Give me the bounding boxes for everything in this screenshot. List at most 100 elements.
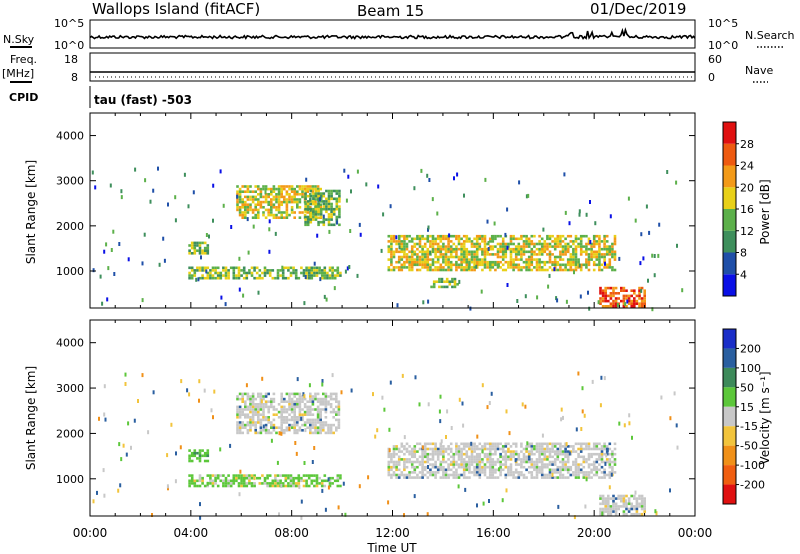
data-cell <box>293 421 296 424</box>
data-cell <box>301 190 304 193</box>
noise-right-tick-bottom: 10^0 <box>708 39 738 52</box>
data-cell <box>329 431 333 435</box>
data-cell <box>535 253 539 256</box>
data-cell <box>248 482 251 485</box>
data-cell <box>276 276 280 280</box>
data-cell <box>577 266 580 269</box>
freq-right-tick-bottom: 0 <box>708 71 715 84</box>
data-cell <box>483 258 487 261</box>
data-cell <box>418 471 422 474</box>
data-cell <box>592 240 596 243</box>
data-cell <box>452 242 456 246</box>
data-cell <box>600 455 604 459</box>
data-cell <box>620 499 623 503</box>
data-cell <box>546 237 549 241</box>
data-cell <box>590 463 593 466</box>
data-cell <box>423 460 427 464</box>
data-cell <box>395 476 398 479</box>
data-cell <box>566 263 570 267</box>
sparse-echo <box>219 169 222 174</box>
data-cell <box>190 454 194 458</box>
data-cell <box>577 245 580 248</box>
data-cell <box>638 286 641 290</box>
data-cell <box>224 271 228 275</box>
data-cell <box>429 447 432 451</box>
data-cell <box>577 465 580 469</box>
data-cell <box>483 253 487 256</box>
sparse-echo <box>113 272 116 276</box>
data-cell <box>561 460 565 464</box>
data-cell <box>460 455 463 459</box>
data-cell <box>303 185 307 188</box>
data-cell <box>283 405 286 409</box>
data-cell <box>408 250 411 254</box>
data-cell <box>214 269 217 272</box>
sparse-echo <box>381 395 384 400</box>
data-cell <box>302 271 306 275</box>
data-cell <box>640 305 644 308</box>
data-cell <box>574 237 578 241</box>
data-cell <box>470 240 474 243</box>
data-cell <box>640 286 644 290</box>
data-cell <box>338 194 341 198</box>
data-cell <box>470 266 474 269</box>
data-cell <box>254 195 257 199</box>
data-cell <box>582 234 586 238</box>
data-cell <box>309 185 312 188</box>
data-cell <box>263 476 267 480</box>
data-cell <box>336 269 340 272</box>
data-cell <box>259 405 263 409</box>
data-cell <box>288 403 291 406</box>
data-cell <box>337 426 341 429</box>
data-cell <box>494 476 497 479</box>
data-cell <box>264 416 268 419</box>
data-cell <box>246 187 250 191</box>
data-cell <box>517 452 521 456</box>
sparse-echo <box>212 415 214 420</box>
data-cell <box>572 242 575 246</box>
data-cell <box>443 280 446 283</box>
data-cell <box>397 447 401 451</box>
data-cell <box>240 476 243 480</box>
data-cell <box>236 185 239 188</box>
data-cell <box>193 271 197 275</box>
data-cell <box>316 185 320 188</box>
data-cell <box>517 242 521 246</box>
data-cell <box>289 479 293 483</box>
data-cell <box>483 445 487 448</box>
data-cell <box>293 395 296 398</box>
data-cell <box>574 268 578 272</box>
data-cell <box>449 268 453 272</box>
data-cell <box>452 465 456 469</box>
data-cell <box>254 213 257 217</box>
data-cell <box>288 185 291 188</box>
data-cell <box>470 253 474 256</box>
y-tick-label: 1000 <box>56 473 84 486</box>
data-cell <box>309 431 312 435</box>
sparse-echo <box>336 220 338 225</box>
sparse-echo <box>198 379 201 384</box>
data-cell <box>643 289 646 292</box>
data-cell <box>483 468 487 472</box>
data-cell <box>603 255 606 259</box>
data-cell <box>590 476 593 479</box>
data-cell <box>613 258 617 261</box>
data-cell <box>423 465 427 469</box>
data-cell <box>296 418 299 422</box>
data-cell <box>390 468 393 472</box>
data-cell <box>462 447 466 451</box>
sparse-echo <box>99 274 102 279</box>
data-cell <box>447 445 450 448</box>
data-cell <box>512 455 515 459</box>
data-cell <box>193 252 197 255</box>
data-cell <box>608 247 612 251</box>
sparse-echo <box>331 373 334 378</box>
data-cell <box>333 276 337 280</box>
data-cell <box>238 187 242 191</box>
data-cell <box>276 269 280 272</box>
data-cell <box>277 208 281 212</box>
data-cell <box>543 242 547 246</box>
data-cell <box>323 479 327 483</box>
data-cell <box>535 460 539 464</box>
data-cell <box>608 452 612 456</box>
